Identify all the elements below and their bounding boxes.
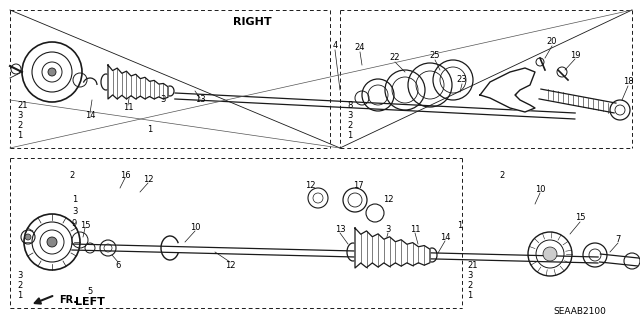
Text: 10: 10 [189, 224, 200, 233]
Text: 22: 22 [390, 54, 400, 63]
Text: 3: 3 [17, 271, 22, 279]
Text: 3: 3 [72, 207, 77, 217]
Text: 9: 9 [72, 219, 77, 228]
Text: 24: 24 [355, 43, 365, 53]
Text: 21: 21 [17, 100, 28, 109]
Text: 21: 21 [467, 261, 477, 270]
Text: RIGHT: RIGHT [233, 17, 271, 27]
Text: 15: 15 [80, 220, 90, 229]
Text: 15: 15 [575, 213, 585, 222]
Text: 11: 11 [410, 226, 420, 234]
Text: 12: 12 [305, 181, 316, 189]
Text: 14: 14 [440, 234, 451, 242]
Text: 12: 12 [143, 175, 153, 184]
Circle shape [502, 86, 512, 96]
Polygon shape [355, 228, 430, 268]
Text: 1: 1 [17, 291, 22, 300]
Circle shape [543, 247, 557, 261]
Text: 2: 2 [69, 170, 75, 180]
Circle shape [25, 234, 31, 240]
Text: 1: 1 [147, 125, 152, 135]
Text: LEFT: LEFT [75, 297, 105, 307]
Text: 1: 1 [17, 130, 22, 139]
Text: 3: 3 [385, 226, 390, 234]
Text: 12: 12 [383, 196, 393, 204]
Text: 4: 4 [332, 41, 338, 49]
Text: 2: 2 [499, 170, 504, 180]
Text: 16: 16 [120, 170, 131, 180]
Text: 17: 17 [353, 181, 364, 189]
Polygon shape [480, 68, 535, 112]
Text: 3: 3 [467, 271, 472, 279]
Text: 3: 3 [160, 95, 166, 105]
Text: 23: 23 [457, 76, 467, 85]
Text: 25: 25 [429, 51, 440, 61]
Text: 2: 2 [17, 121, 22, 130]
Text: 14: 14 [84, 110, 95, 120]
Text: 13: 13 [335, 226, 346, 234]
Text: 2: 2 [347, 121, 352, 130]
Text: 2: 2 [17, 280, 22, 290]
Text: 18: 18 [623, 78, 634, 86]
Text: 7: 7 [615, 235, 621, 244]
Text: 20: 20 [547, 38, 557, 47]
Polygon shape [108, 65, 168, 99]
Text: 11: 11 [123, 102, 133, 112]
Text: 6: 6 [115, 261, 121, 270]
Text: 1: 1 [347, 130, 352, 139]
Text: 3: 3 [17, 110, 22, 120]
Text: 19: 19 [570, 50, 580, 60]
Text: 2: 2 [467, 280, 472, 290]
Text: 5: 5 [88, 287, 93, 296]
Circle shape [48, 68, 56, 76]
Text: 10: 10 [535, 186, 545, 195]
Text: 13: 13 [195, 95, 205, 105]
Text: 1: 1 [72, 196, 77, 204]
Text: FR.: FR. [59, 295, 77, 305]
Text: 12: 12 [225, 261, 236, 270]
Text: SEAAB2100: SEAAB2100 [554, 307, 607, 315]
Circle shape [47, 237, 57, 247]
Text: 1: 1 [467, 291, 472, 300]
Text: 3: 3 [347, 110, 353, 120]
Circle shape [497, 81, 517, 101]
Text: 8: 8 [347, 100, 353, 109]
Text: 1: 1 [458, 220, 463, 229]
